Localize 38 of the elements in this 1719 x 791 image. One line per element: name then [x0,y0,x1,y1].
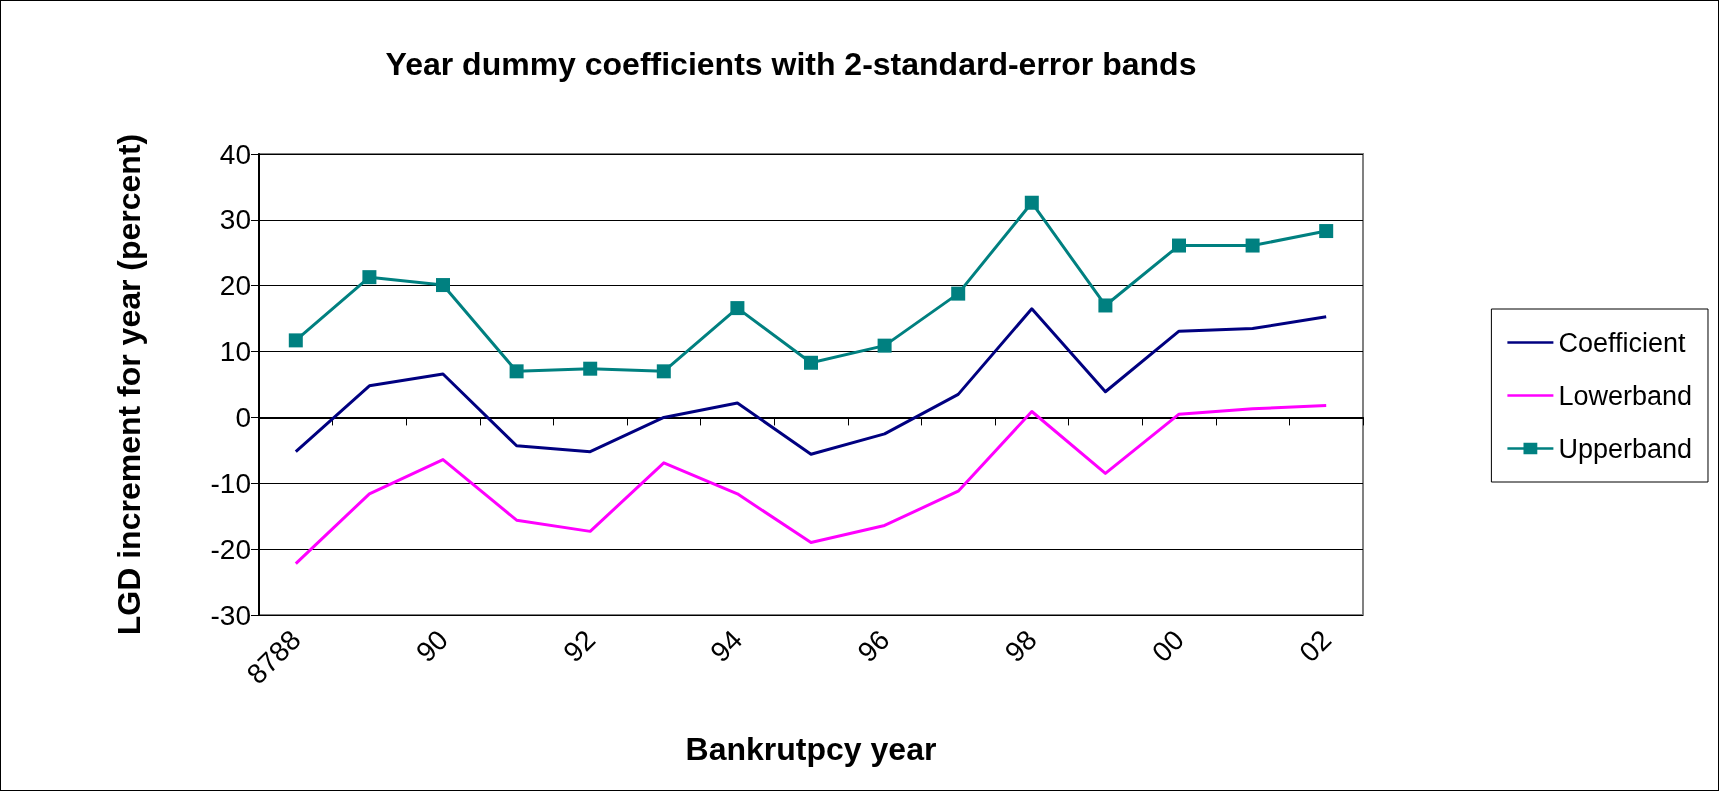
y-tick-label: -10 [210,467,251,499]
point [804,355,818,370]
chart-title: Year dummy coefficients with 2-standard-error bands [385,46,1197,82]
point [656,364,671,379]
y-tick-label: -30 [210,599,251,631]
y-tick-label: 20 [219,270,251,302]
point [583,361,598,376]
x-tick-label: 90 [410,624,454,668]
point [1098,298,1113,313]
point [288,333,303,348]
y-axis-title: LGD increment for year (percent) [111,133,147,636]
x-tick-label: 96 [851,624,896,668]
line-series [294,404,1328,566]
y-tick-label: -20 [210,533,251,565]
legend-label: Upperband [1558,433,1693,464]
x-tick-label: 94 [704,624,749,668]
point [1245,238,1260,253]
x-axis-title: Bankrutpcy year [685,731,937,767]
point [362,270,377,285]
y-tick-label: 10 [219,336,251,368]
y-tick-label: 30 [219,204,251,236]
y-tick-label: 0 [235,401,251,433]
point [509,364,524,379]
line-series [294,307,1328,456]
x-tick-label: 00 [1146,624,1190,668]
x-tick-label: 02 [1293,624,1338,668]
legend-label: Lowerband [1558,380,1693,411]
x-tick-label: 92 [557,624,602,668]
x-tick-label: 98 [998,624,1043,668]
legend-label: Coefficient [1558,327,1686,358]
point [1024,195,1039,210]
y-tick-label: 40 [219,138,251,170]
point [1172,238,1186,253]
point [1319,224,1334,239]
point [436,278,450,293]
point [951,286,966,301]
point [877,338,892,353]
point [730,301,745,316]
